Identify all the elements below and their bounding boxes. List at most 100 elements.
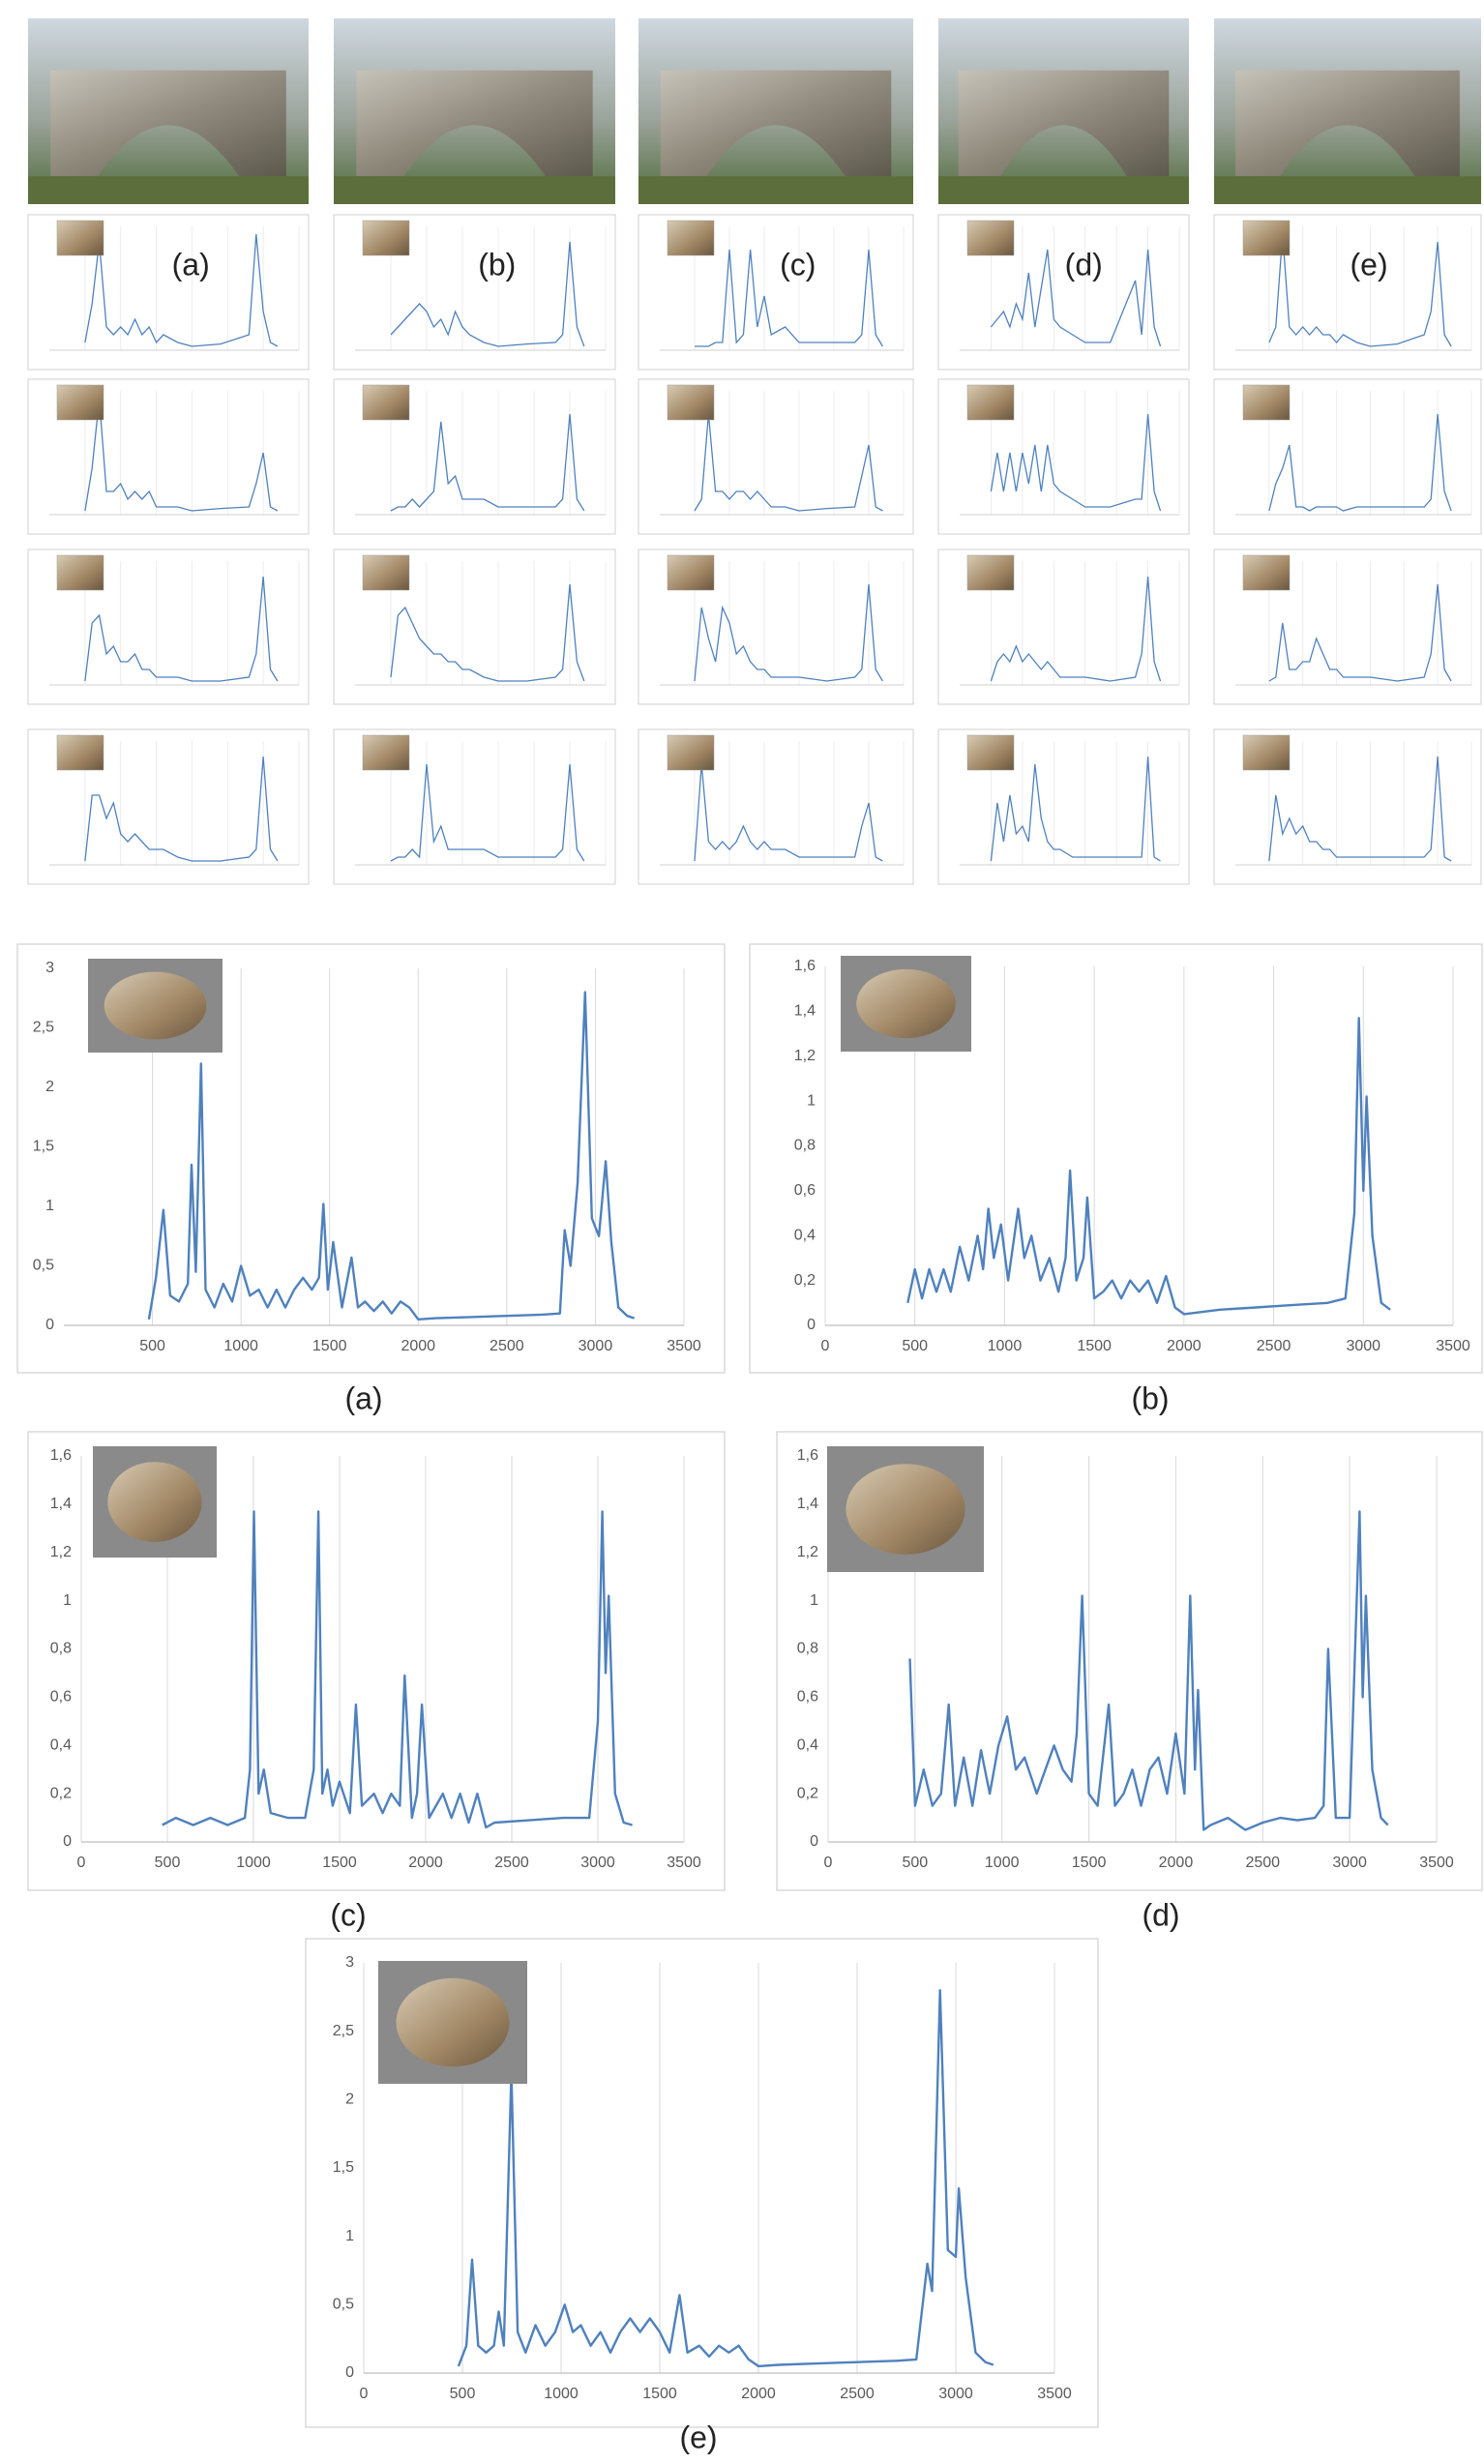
y-tick-label: 1,4 [794, 1003, 816, 1020]
y-tick-label: 1 [807, 1092, 816, 1109]
x-tick-label: 3500 [667, 1338, 701, 1354]
thumbnail-spectrum [990, 756, 1161, 862]
y-tick-label: 2,5 [333, 2023, 354, 2039]
x-tick-label: 3500 [667, 1855, 701, 1871]
y-tick-label: 0,4 [797, 1737, 818, 1753]
y-tick-label: 0 [810, 1833, 818, 1850]
x-tick-label: 1500 [312, 1338, 347, 1354]
x-tick-label: 2500 [840, 2386, 875, 2402]
y-tick-label: 1,6 [797, 1447, 818, 1464]
sample-photo [56, 384, 104, 421]
x-tick-label: 500 [902, 1338, 928, 1354]
x-tick-label: 500 [155, 1855, 181, 1871]
y-tick-label: 2 [345, 2092, 354, 2108]
bridge-arch [356, 70, 593, 177]
sample-photo [56, 734, 104, 771]
thumbnail-spectrum [1268, 233, 1452, 347]
sample-photo [362, 734, 410, 771]
y-tick-label: 1,5 [33, 1139, 54, 1155]
x-tick-label: 500 [903, 1855, 929, 1871]
sample-photo [1242, 554, 1291, 591]
thumbnail-spectrum [84, 233, 279, 347]
bridge-arch [958, 70, 1170, 177]
chart-caption: (e) [679, 2419, 717, 2454]
ground [334, 176, 615, 204]
thumbnail-spectrum [694, 763, 883, 862]
x-tick-label: 3500 [1436, 1338, 1470, 1354]
thumbnail-spectrum [990, 413, 1162, 512]
thumbnail-spectrum [694, 583, 883, 682]
sample-photo [966, 554, 1015, 591]
x-tick-label: 500 [139, 1338, 165, 1354]
bridge-arch [50, 70, 286, 177]
y-tick-label: 2 [45, 1079, 54, 1095]
y-tick-label: 1,4 [797, 1496, 818, 1512]
sample-photo [667, 734, 715, 771]
chart-caption: (b) [1131, 1380, 1169, 1415]
y-tick-label: 0,8 [797, 1641, 818, 1657]
bridge-arch [1235, 70, 1460, 177]
y-tick-label: 1,6 [794, 958, 816, 974]
sample-photo [56, 554, 104, 591]
column-label: (d) [1065, 247, 1103, 282]
thumbnail-spectrum [390, 763, 585, 862]
x-tick-label: 1500 [642, 2386, 677, 2402]
spectrum-line [162, 1510, 633, 1829]
y-tick-label: 0 [45, 1317, 54, 1333]
sample-photo [667, 554, 715, 591]
x-tick-label: 2500 [494, 1855, 529, 1871]
y-tick-label: 2,5 [33, 1020, 54, 1036]
x-tick-label: 2000 [741, 2386, 776, 2402]
y-tick-label: 3 [45, 960, 54, 976]
sample-photo [966, 734, 1015, 771]
sample-photo [1242, 220, 1291, 256]
sample-photo [396, 1977, 510, 2067]
thumbnail-spectrum [990, 576, 1162, 682]
y-tick-label: 0,6 [50, 1689, 72, 1706]
y-tick-label: 1 [810, 1592, 818, 1609]
y-tick-label: 0,2 [50, 1785, 72, 1801]
thumbnail-spectrum [1268, 756, 1452, 862]
thumbnail-spectrum [390, 413, 585, 512]
x-tick-label: 3500 [1419, 1855, 1454, 1871]
thumbnail-spectrum [390, 241, 585, 347]
x-tick-label: 0 [821, 1338, 830, 1354]
sample-photo [966, 384, 1015, 421]
x-tick-label: 2500 [1245, 1855, 1280, 1871]
sample-photo [667, 220, 715, 256]
y-tick-label: 1,2 [797, 1544, 818, 1560]
sample-photo [846, 1464, 965, 1555]
y-tick-label: 1 [63, 1592, 72, 1609]
ground [938, 176, 1189, 204]
y-tick-label: 0,2 [794, 1272, 816, 1289]
x-tick-label: 1000 [988, 1338, 1023, 1354]
x-tick-label: 1000 [985, 1855, 1020, 1871]
y-tick-label: 0,6 [794, 1182, 816, 1199]
sample-photo [667, 384, 715, 421]
thumbnail-spectrum [694, 413, 883, 512]
thumbnail-spectrum [84, 398, 279, 512]
x-tick-label: 1500 [1072, 1855, 1107, 1871]
sample-photo [104, 971, 207, 1040]
sample-photo [856, 968, 956, 1039]
spectrum-line [147, 991, 636, 1321]
y-tick-label: 0,8 [794, 1138, 816, 1154]
y-tick-label: 0,4 [794, 1227, 816, 1243]
thumbnail-spectrum [84, 576, 279, 682]
thumbnail-spectrum [1268, 413, 1452, 512]
x-tick-label: 500 [450, 2386, 476, 2402]
x-tick-label: 3500 [1037, 2386, 1072, 2402]
y-tick-label: 1,2 [50, 1544, 72, 1560]
x-tick-label: 3000 [1346, 1338, 1380, 1354]
x-tick-label: 1000 [544, 2386, 579, 2402]
x-tick-label: 1500 [1077, 1338, 1112, 1354]
chart-caption: (a) [344, 1380, 382, 1415]
sample-photo [362, 384, 410, 421]
y-tick-label: 0,5 [33, 1258, 54, 1274]
y-tick-label: 3 [345, 1954, 354, 1971]
chart-caption: (d) [1142, 1897, 1179, 1932]
x-tick-label: 1000 [223, 1338, 258, 1354]
thumbnail-spectrum [695, 249, 883, 347]
y-tick-label: 0,6 [797, 1689, 818, 1706]
x-tick-label: 3000 [1332, 1855, 1367, 1871]
